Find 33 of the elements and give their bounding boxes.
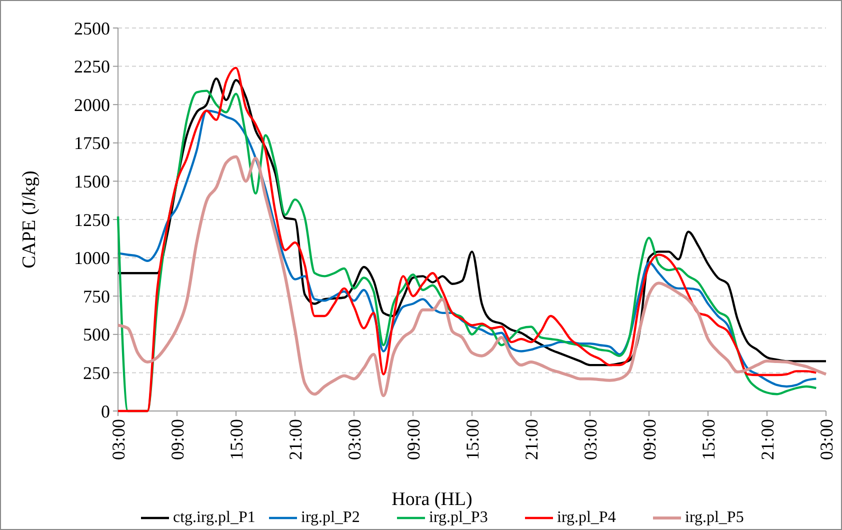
legend-label: irg.pl_P5 [685,509,744,526]
x-tick-label: 09:00 [167,419,188,460]
x-tick-label: 15:00 [226,419,246,460]
x-tick-label: 21:00 [521,419,542,460]
x-tick-label: 03:00 [344,419,364,460]
y-tick-label: 2250 [74,56,110,77]
y-tick-label: 1500 [74,172,110,192]
y-axis-title: CAPE (J/kg) [19,170,40,268]
y-tick-label: 0 [101,401,110,422]
x-tick-label: 09:00 [639,419,660,460]
legend-label: ctg.irg.pl_P1 [173,509,256,526]
x-tick-label: 03:00 [580,419,600,460]
x-tick-label: 15:00 [462,419,482,460]
x-tick-label: 21:00 [285,419,306,460]
y-tick-label: 2000 [74,94,110,115]
x-tick-label: 09:00 [403,419,424,460]
legend-label: irg.pl_P2 [301,509,360,526]
y-tick-label: 250 [83,363,110,383]
line-series [116,155,828,398]
x-tick-label: 03:00 [816,419,836,460]
y-tick-label: 2500 [74,18,110,38]
y-tick-label: 1250 [74,210,110,230]
x-tick-label: 15:00 [698,419,718,460]
line-series [116,77,828,366]
y-tick-label: 500 [83,324,110,345]
x-tick-label: 21:00 [757,419,778,460]
x-axis-title: Hora (HL) [392,489,472,510]
legend-label: irg.pl_P4 [557,509,616,526]
y-tick-label: 750 [83,286,110,306]
legend-label: irg.pl_P3 [429,509,488,526]
y-tick-label: 1000 [74,248,110,268]
y-tick-label: 1750 [74,133,110,154]
x-tick-label: 03:00 [108,419,128,460]
